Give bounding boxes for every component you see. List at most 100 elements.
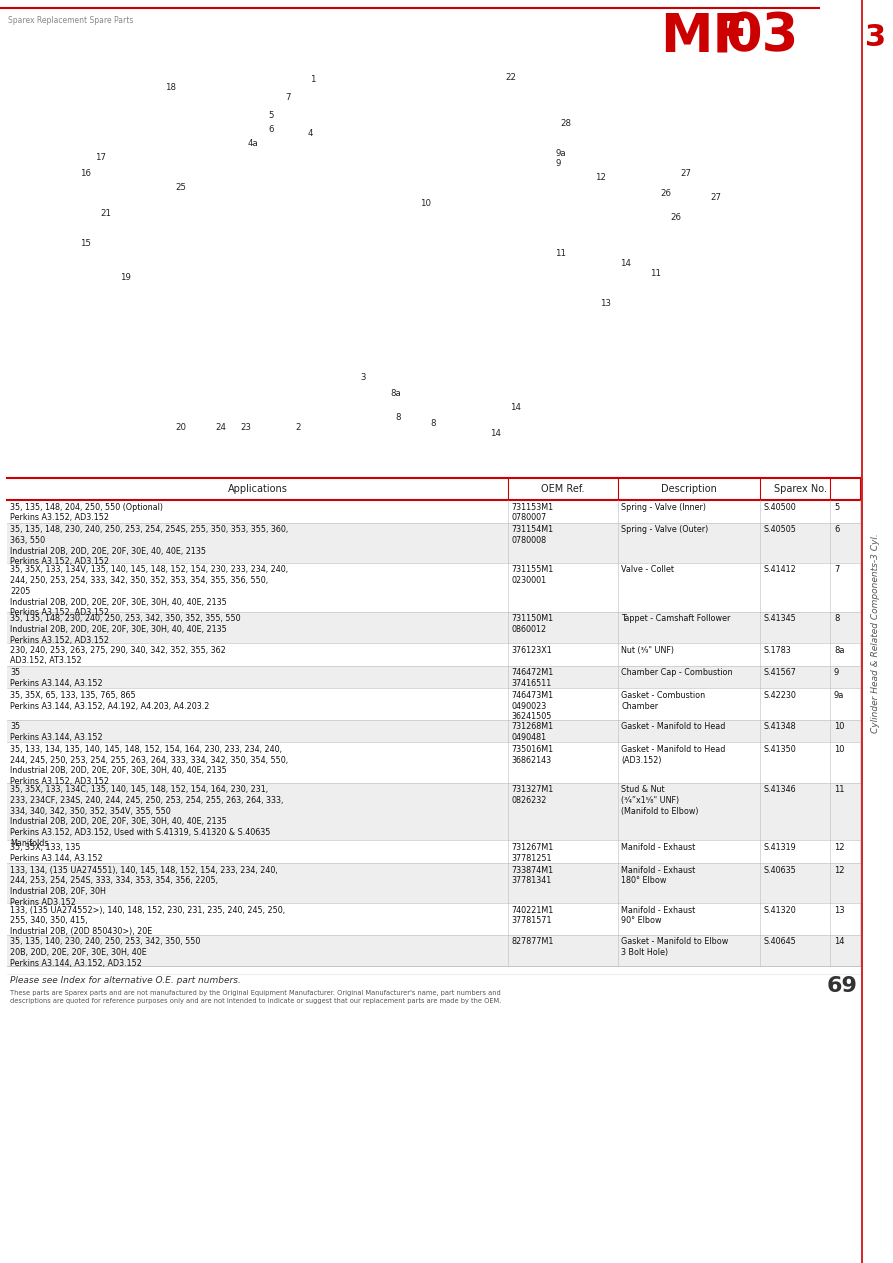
Text: 10: 10 [834, 722, 845, 731]
Bar [7, 563, 860, 611]
Text: 4a: 4a [248, 139, 259, 148]
Text: 22: 22 [505, 73, 516, 82]
Text: S.40645: S.40645 [763, 937, 796, 946]
Text: 3: 3 [865, 23, 887, 52]
Bar [7, 611, 860, 643]
Text: 26: 26 [660, 188, 671, 197]
Text: 35, 35X, 133, 134V, 135, 140, 145, 148, 152, 154, 230, 233, 234, 240,
244, 250, : 35, 35X, 133, 134V, 135, 140, 145, 148, … [10, 566, 288, 618]
Text: 7: 7 [285, 93, 290, 102]
Text: 20: 20 [175, 423, 186, 432]
Bar [7, 523, 860, 563]
Text: 14: 14 [510, 403, 521, 413]
Text: 11: 11 [650, 269, 661, 278]
Bar [7, 743, 860, 783]
Text: 5: 5 [268, 110, 273, 120]
Text: 133, 134, (135 UA274551), 140, 145, 148, 152, 154, 233, 234, 240,
244, 253, 254,: 133, 134, (135 UA274551), 140, 145, 148,… [10, 865, 278, 907]
Text: 746472M1
37416511: 746472M1 37416511 [511, 668, 554, 688]
Text: 15: 15 [80, 239, 91, 248]
Text: 69: 69 [826, 976, 857, 997]
Text: 6: 6 [268, 125, 273, 134]
Bar [7, 500, 860, 523]
Bar [7, 863, 860, 903]
Text: 25: 25 [175, 183, 186, 192]
Text: 19: 19 [120, 274, 131, 283]
Text: 9: 9 [834, 668, 839, 677]
Text: 731327M1
0826232: 731327M1 0826232 [511, 786, 554, 805]
Text: 03: 03 [725, 10, 798, 62]
Text: S.42230: S.42230 [763, 691, 796, 700]
Text: 27: 27 [680, 168, 691, 178]
Bar [7, 935, 860, 966]
Text: 731150M1
0860012: 731150M1 0860012 [511, 614, 553, 634]
Text: 18: 18 [165, 83, 176, 92]
Text: OEM Ref.: OEM Ref. [541, 484, 585, 494]
Bar [7, 666, 860, 688]
Text: 230, 240, 253, 263, 275, 290, 340, 342, 352, 355, 362
AD3.152, AT3.152: 230, 240, 253, 263, 275, 290, 340, 342, … [10, 645, 226, 666]
Bar [7, 720, 860, 743]
Text: Tappet - Camshaft Follower: Tappet - Camshaft Follower [621, 614, 730, 624]
Text: 8: 8 [430, 418, 436, 427]
Text: 12: 12 [595, 173, 606, 182]
Text: 9a: 9a [834, 691, 845, 700]
Text: 8: 8 [834, 614, 839, 624]
Text: S.40505: S.40505 [763, 525, 796, 534]
Text: 35, 135, 148, 204, 250, 550 (Optional)
Perkins A3.152, AD3.152: 35, 135, 148, 204, 250, 550 (Optional) P… [10, 503, 163, 522]
Text: 2: 2 [295, 423, 301, 432]
Text: S.41567: S.41567 [763, 668, 796, 677]
Text: 9: 9 [555, 158, 561, 168]
Bar [7, 643, 860, 666]
Text: S.41345: S.41345 [763, 614, 796, 624]
Text: These parts are Sparex parts and are not manufactured by the Original Equipment : These parts are Sparex parts and are not… [10, 990, 501, 1004]
Text: S.41348: S.41348 [763, 722, 796, 731]
Text: 14: 14 [490, 428, 501, 437]
Text: 731154M1
0780008: 731154M1 0780008 [511, 525, 553, 544]
Text: 731267M1
37781251: 731267M1 37781251 [511, 842, 554, 863]
Text: Gasket - Manifold to Head: Gasket - Manifold to Head [621, 722, 725, 731]
Text: Valve - Collet: Valve - Collet [621, 566, 674, 575]
Text: Gasket - Manifold to Head
(AD3.152): Gasket - Manifold to Head (AD3.152) [621, 745, 725, 764]
Text: 8a: 8a [390, 389, 401, 398]
Text: Gasket - Manifold to Elbow
3 Bolt Hole): Gasket - Manifold to Elbow 3 Bolt Hole) [621, 937, 729, 957]
Text: Manifold - Exhaust: Manifold - Exhaust [621, 842, 696, 853]
Text: 12: 12 [834, 865, 845, 874]
Text: 14: 14 [834, 937, 845, 946]
Text: Please see Index for alternative O.E. part numbers.: Please see Index for alternative O.E. pa… [10, 976, 241, 985]
Text: 24: 24 [215, 423, 226, 432]
Text: S.41412: S.41412 [763, 566, 796, 575]
Text: Cylinder Head & Related Components-3 Cyl.: Cylinder Head & Related Components-3 Cyl… [872, 533, 880, 733]
Text: Manifold - Exhaust
90° Elbow: Manifold - Exhaust 90° Elbow [621, 906, 696, 926]
Text: 3: 3 [360, 374, 365, 383]
Text: Gasket - Combustion
Chamber: Gasket - Combustion Chamber [621, 691, 705, 711]
Text: 746473M1
0490023
36241505: 746473M1 0490023 36241505 [511, 691, 553, 721]
Text: 11: 11 [555, 249, 566, 258]
Text: 13: 13 [834, 906, 845, 914]
Text: 35
Perkins A3.144, A3.152: 35 Perkins A3.144, A3.152 [10, 722, 103, 743]
Text: 731268M1
0490481: 731268M1 0490481 [511, 722, 553, 743]
Text: 9a: 9a [555, 149, 565, 158]
Text: S.41346: S.41346 [763, 786, 796, 794]
Text: 28: 28 [560, 119, 571, 128]
Text: S.40635: S.40635 [763, 865, 796, 874]
Text: 740221M1
37781571: 740221M1 37781571 [511, 906, 554, 926]
Text: Manifold - Exhaust
180° Elbow: Manifold - Exhaust 180° Elbow [621, 865, 696, 885]
Text: 35, 35X, 133, 134C, 135, 140, 145, 148, 152, 154, 164, 230, 231,
233, 234CF, 234: 35, 35X, 133, 134C, 135, 140, 145, 148, … [10, 786, 283, 847]
Bar [7, 903, 860, 935]
Text: 17: 17 [95, 154, 106, 163]
Text: S.40500: S.40500 [763, 503, 796, 512]
Text: S.1783: S.1783 [763, 645, 790, 654]
Text: Applications: Applications [228, 484, 288, 494]
Text: 26: 26 [670, 213, 681, 222]
Text: 731153M1
0780007: 731153M1 0780007 [511, 503, 553, 522]
Text: Spring - Valve (Outer): Spring - Valve (Outer) [621, 525, 708, 534]
Text: Stud & Nut
(³⁄₄”x1⁵⁄₈" UNF)
(Manifold to Elbow): Stud & Nut (³⁄₄”x1⁵⁄₈" UNF) (Manifold to… [621, 786, 698, 816]
Text: 35, 35X, 133, 135
Perkins A3.144, A3.152: 35, 35X, 133, 135 Perkins A3.144, A3.152 [10, 842, 103, 863]
Text: 6: 6 [834, 525, 839, 534]
Bar [7, 688, 860, 720]
Text: Sparex Replacement Spare Parts: Sparex Replacement Spare Parts [8, 16, 133, 25]
Bar [7, 840, 860, 863]
Bar [862, 0, 893, 1263]
Text: 35, 135, 148, 230, 240, 250, 253, 254, 254S, 255, 350, 353, 355, 360,
363, 550
I: 35, 135, 148, 230, 240, 250, 253, 254, 2… [10, 525, 288, 566]
Text: S.41320: S.41320 [763, 906, 796, 914]
Text: 13: 13 [600, 298, 611, 307]
Text: 27: 27 [710, 193, 721, 202]
